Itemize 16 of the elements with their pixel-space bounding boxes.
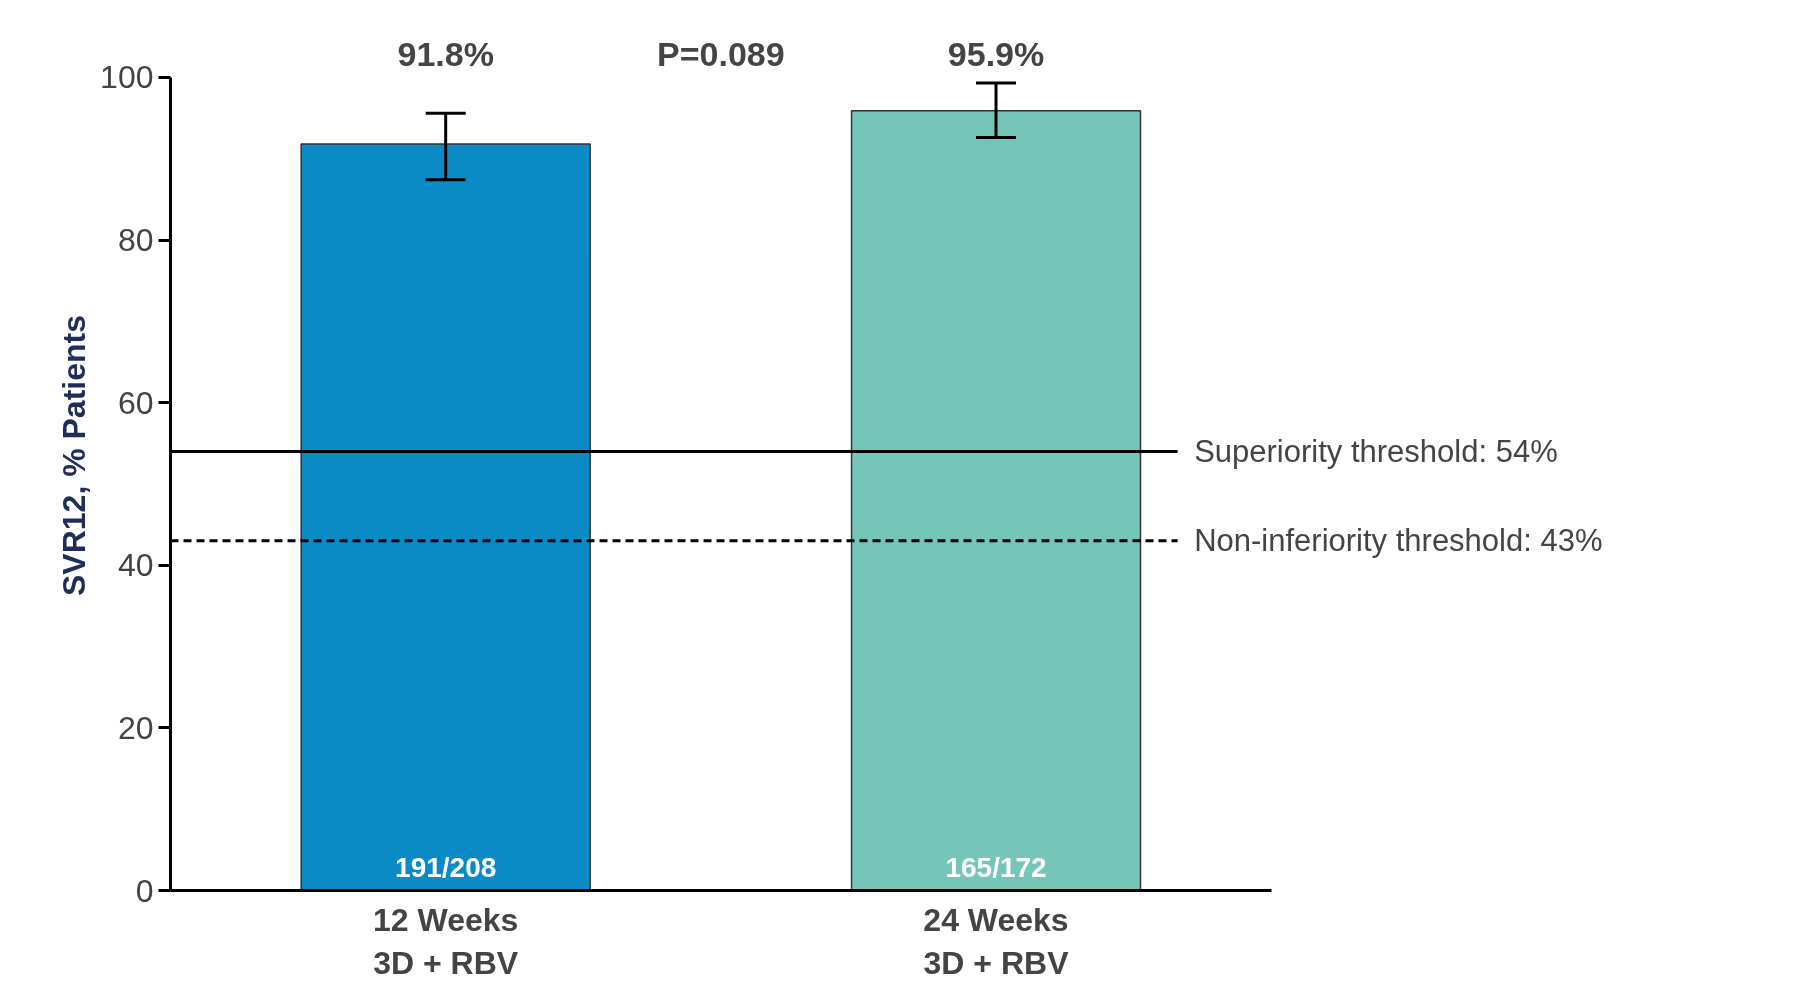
y-tick-label: 100	[100, 59, 154, 96]
data-label: 95.9%	[947, 35, 1045, 74]
x-tick-label: 24 Weeks 3D + RBV	[923, 901, 1070, 981]
annotation: 165/172	[945, 851, 1047, 883]
y-axis-title: SVR12, % Patients	[56, 315, 93, 596]
y-tick-label: 60	[117, 384, 154, 421]
y-tick-label: 0	[135, 872, 154, 909]
data-label: 91.8%	[397, 35, 494, 74]
y-tick-label: 20	[117, 709, 154, 746]
y-tick-label: 80	[117, 222, 154, 259]
y-tick-label: 40	[117, 547, 154, 584]
ref-line-label: Non-inferiority threshold: 43%	[1194, 523, 1603, 559]
annotation: 191/208	[395, 851, 497, 883]
ref-line-label: Superiority threshold: 54%	[1194, 433, 1558, 469]
x-tick-label: 12 Weeks 3D + RBV	[373, 901, 519, 981]
text: P=0.089	[657, 35, 785, 74]
